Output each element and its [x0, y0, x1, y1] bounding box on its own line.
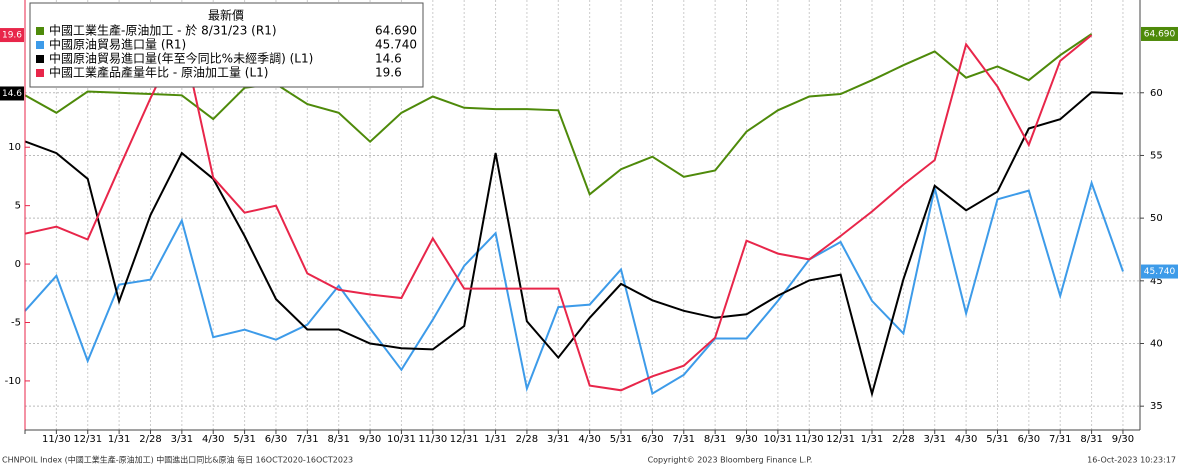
y2-tick-label: 55 — [1150, 150, 1163, 161]
x-tick-label: 11/30 — [418, 434, 447, 445]
legend-value: 19.6 — [375, 66, 402, 80]
value-flag-label: 64.690 — [1144, 29, 1176, 39]
y-tick-label: 10 — [8, 142, 21, 153]
x-tick-label: 5/31 — [986, 434, 1008, 445]
y2-tick-label: 40 — [1150, 338, 1163, 349]
footer-right: 16-Oct-2023 10:23:17 — [1087, 456, 1176, 465]
x-tick-label: 2/28 — [139, 434, 161, 445]
legend-swatch — [36, 69, 44, 77]
x-tick-label: 6/30 — [1018, 434, 1040, 445]
x-tick-label: 6/30 — [265, 434, 287, 445]
legend-swatch — [36, 27, 44, 35]
value-flag-label: 14.6 — [2, 89, 22, 99]
legend-label: 中國原油貿易進口量(年至今同比%未經季調) (L1) — [49, 51, 313, 66]
value-flag — [0, 28, 24, 43]
y-tick-label: -10 — [5, 376, 21, 387]
legend-value: 14.6 — [375, 52, 402, 66]
x-tick-label: 2/28 — [892, 434, 914, 445]
x-tick-label: 8/31 — [1080, 434, 1102, 445]
x-tick-label: 8/31 — [327, 434, 349, 445]
x-tick-label: 2/28 — [516, 434, 538, 445]
x-tick-label: 7/31 — [1049, 434, 1071, 445]
legend-label: 中國工業產品產量年比 - 原油加工量 (L1) — [49, 65, 268, 80]
x-tick-label: 8/31 — [704, 434, 726, 445]
legend: 最新價 中國工業生產-原油加工 - 於 8/31/23 (R1) 64.690 中國… — [29, 2, 424, 88]
value-flag-label: 19.6 — [2, 31, 22, 41]
legend-value: 45.740 — [375, 38, 417, 52]
x-tick-label: 10/31 — [387, 434, 416, 445]
x-tick-label: 4/30 — [578, 434, 600, 445]
value-flag — [1141, 26, 1178, 41]
y2-tick-label: 45 — [1150, 276, 1163, 287]
x-tick-label: 12/31 — [450, 434, 479, 445]
value-flag-label: 45.740 — [1144, 267, 1176, 277]
footer-left: CHNPOIL Index (中國工業生產-原油加工) 中國進出口同比&原油 每… — [2, 455, 353, 465]
x-tick-label: 12/31 — [826, 434, 855, 445]
x-tick-label: 1/31 — [484, 434, 506, 445]
footer-center: Copyright© 2023 Bloomberg Finance L.P. — [648, 456, 813, 465]
x-tick-label: 1/31 — [108, 434, 130, 445]
x-tick-label: 10/31 — [763, 434, 792, 445]
x-tick-label: 5/31 — [233, 434, 255, 445]
series-line — [24, 179, 1124, 396]
x-tick-label: 11/30 — [795, 434, 824, 445]
x-tick-label: 3/31 — [171, 434, 193, 445]
x-tick-label: 6/30 — [641, 434, 663, 445]
legend-label: 中國原油貿易進口量 (R1) — [49, 37, 186, 52]
y2-tick-label: 60 — [1150, 88, 1163, 99]
series-line — [24, 33, 1093, 196]
value-flag — [1141, 264, 1178, 279]
x-tick-label: 1/31 — [861, 434, 883, 445]
legend-swatch — [36, 55, 44, 63]
x-tick-label: 9/30 — [735, 434, 757, 445]
x-tick-label: 11/30 — [42, 434, 71, 445]
legend-value: 64.690 — [375, 24, 417, 38]
x-tick-label: 12/31 — [73, 434, 102, 445]
grid — [24, 0, 1140, 430]
legend-box — [29, 2, 424, 88]
y2-tick-label: 35 — [1150, 401, 1163, 412]
x-tick-label: 9/30 — [359, 434, 381, 445]
x-tick-label: 9/30 — [1112, 434, 1134, 445]
legend-swatch — [36, 41, 44, 49]
x-tick-label: 3/31 — [923, 434, 945, 445]
x-tick-label: 5/31 — [610, 434, 632, 445]
x-tick-label: 7/31 — [673, 434, 695, 445]
x-tick-label: 3/31 — [547, 434, 569, 445]
series-line — [24, 30, 1093, 392]
y-tick-label: -5 — [11, 318, 21, 329]
x-tick-label: 4/30 — [202, 434, 224, 445]
y-tick-label: 0 — [15, 259, 21, 270]
x-tick-label: 4/30 — [955, 434, 977, 445]
lines — [24, 30, 1124, 398]
legend-title: 最新價 — [208, 8, 244, 23]
x-tick-label: 7/31 — [296, 434, 318, 445]
y-tick-label: 5 — [15, 201, 21, 212]
legend-label: 中國工業生產-原油加工 - 於 8/31/23 (R1) — [49, 23, 277, 38]
y2-tick-label: 50 — [1150, 213, 1163, 224]
value-flag — [0, 86, 24, 101]
